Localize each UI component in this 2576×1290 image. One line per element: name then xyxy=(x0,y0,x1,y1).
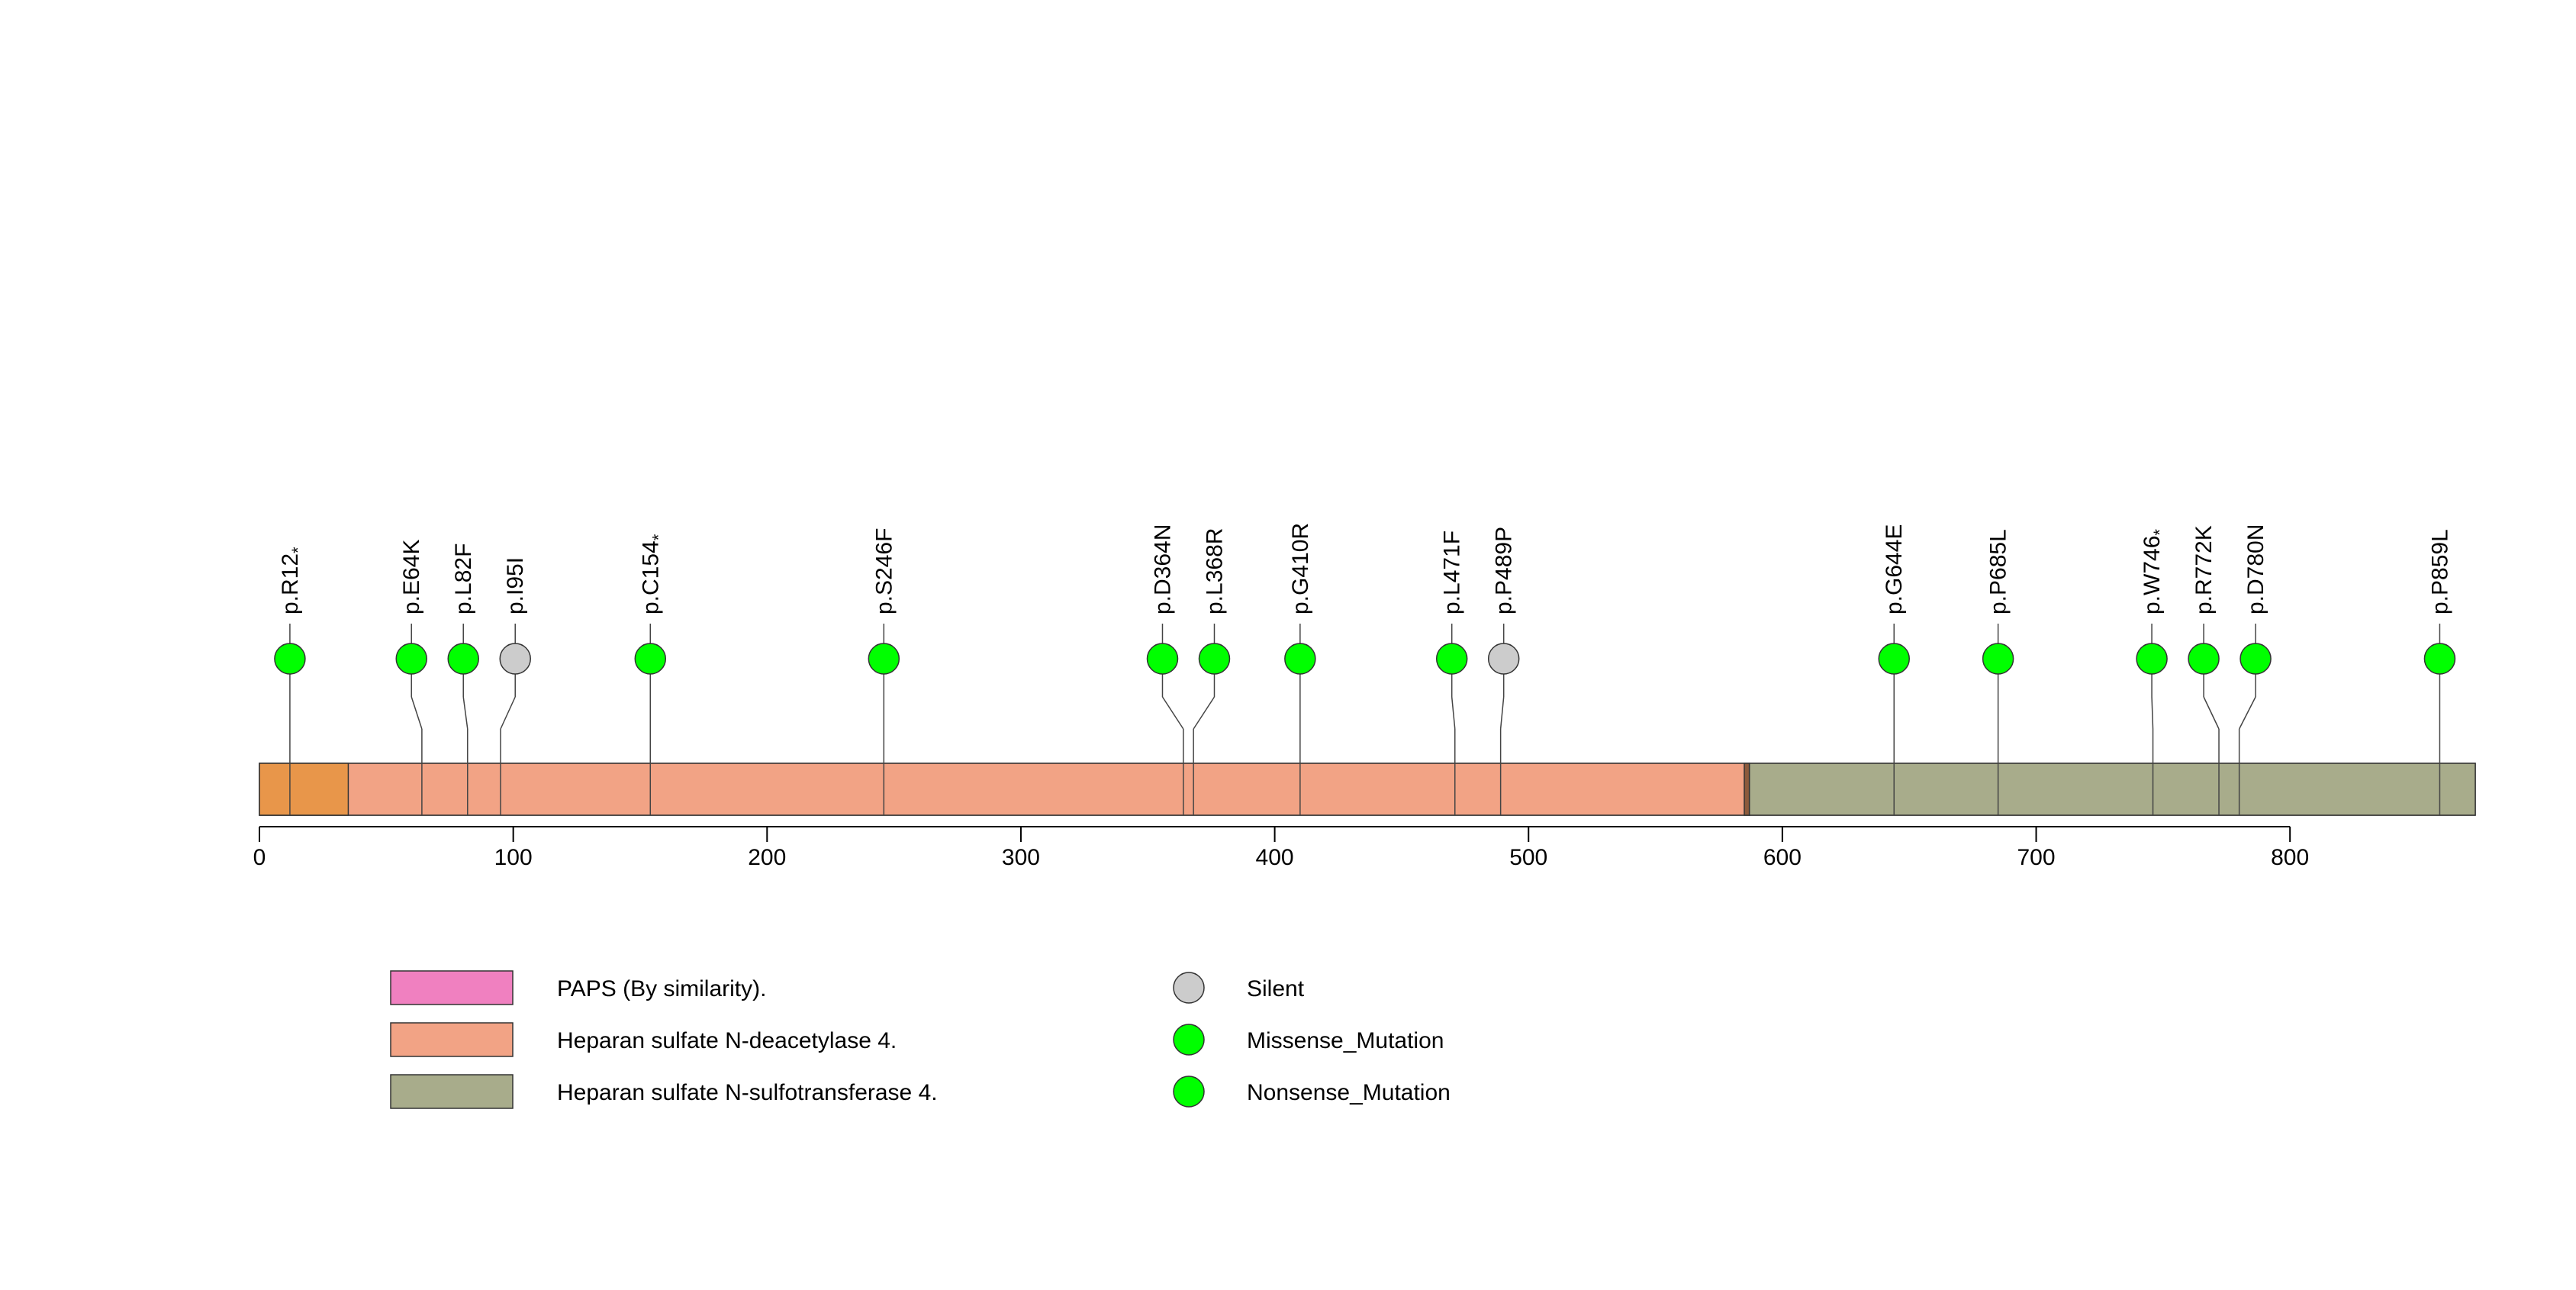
mutation-marker[interactable] xyxy=(274,643,306,675)
mutation-label: p.D364N xyxy=(1150,524,1175,614)
nonsense-star: * xyxy=(2150,529,2169,536)
x-tick-label: 100 xyxy=(494,845,533,870)
mutation-label: p.L471F xyxy=(1440,531,1465,614)
domain-1 xyxy=(1748,763,2476,816)
mutation-lollipops: p.R12* p.E64K p.L82F p.I95I p.C154* p.S246F p.… xyxy=(274,523,2456,815)
mutation-pr772k: p.R772K xyxy=(2188,525,2220,815)
mutation-pg644e: p.G644E xyxy=(1878,524,1910,815)
x-tick-label: 700 xyxy=(2017,845,2055,870)
region-paps-0 xyxy=(259,763,349,816)
mutation-marker[interactable] xyxy=(1487,643,1520,675)
legend-label-2: Heparan sulfate N-sulfotransferase 4. xyxy=(557,1080,938,1105)
mutation-marker[interactable] xyxy=(2136,643,2168,675)
legend-swatch-1 xyxy=(390,1022,514,1057)
region-paps-1 xyxy=(1744,763,1750,816)
mutation-pi95i: p.I95I xyxy=(499,557,531,815)
mutation-pl82f: p.L82F xyxy=(447,543,479,815)
mutation-marker[interactable] xyxy=(2240,643,2272,675)
legend-marker-silent xyxy=(1173,972,1205,1004)
mutation-marker[interactable] xyxy=(1146,643,1179,675)
x-tick-label: 800 xyxy=(2271,845,2309,870)
mutation-pd364n: p.D364N xyxy=(1146,524,1184,815)
lollipop-elbow xyxy=(1193,696,1216,730)
x-tick-label: 400 xyxy=(1256,845,1294,870)
mutation-label: p.I95I xyxy=(503,557,528,614)
legend-swatch-2 xyxy=(390,1074,514,1109)
mutation-marker[interactable] xyxy=(1284,643,1316,675)
mutation-label: p.E64K xyxy=(399,540,424,614)
mutation-pl471f: p.L471F xyxy=(1435,531,1468,815)
mutation-marker[interactable] xyxy=(447,643,479,675)
mutation-pw746: p.W746* xyxy=(2136,529,2169,815)
mutation-label: p.R772K xyxy=(2191,525,2217,614)
mutation-marker[interactable] xyxy=(1878,643,1910,675)
mutation-ps246f: p.S246F xyxy=(868,528,900,815)
lollipop-elbow xyxy=(462,696,469,730)
mutation-label: p.D780N xyxy=(2243,524,2268,614)
mutation-label: p.G644E xyxy=(1882,524,1907,614)
mutation-marker[interactable] xyxy=(1198,643,1231,675)
lollipop-elbow xyxy=(2238,696,2256,730)
mutation-label: p.C154* xyxy=(638,534,668,614)
mutation-pp489p: p.P489P xyxy=(1487,527,1520,815)
nonsense-star: * xyxy=(288,547,308,553)
legend-label-1: Heparan sulfate N-deacetylase 4. xyxy=(557,1028,897,1053)
mutation-label: p.P859L xyxy=(2427,529,2452,614)
legend-marker-nonsense_mutation xyxy=(1173,1076,1205,1108)
mutation-label: p.G410R xyxy=(1288,523,1313,614)
mutation-pp685l: p.P685L xyxy=(1982,529,2014,815)
lollipop-elbow xyxy=(1451,696,1456,730)
mutation-marker[interactable] xyxy=(2188,643,2220,675)
mutation-marker[interactable] xyxy=(868,643,900,675)
x-axis: 0 100 200 300 400 500 600 700 800 xyxy=(253,826,2309,870)
lollipop-elbow xyxy=(2151,696,2154,730)
x-tick-label: 200 xyxy=(748,845,786,870)
mutation-label: p.L82F xyxy=(451,543,476,614)
x-tick-label: 500 xyxy=(1509,845,1547,870)
mutation-pe64k: p.E64K xyxy=(395,540,427,815)
mutation-marker[interactable] xyxy=(1982,643,2014,675)
mutation-pr12: p.R12* xyxy=(274,547,308,815)
nonsense-star: * xyxy=(649,534,668,540)
mutation-label: p.S246F xyxy=(871,528,897,614)
protein-bar xyxy=(259,763,2476,816)
lollipop-elbow xyxy=(1499,696,1505,730)
mutation-marker[interactable] xyxy=(2423,643,2456,675)
lollipop-elbow xyxy=(1161,696,1184,730)
mutation-label: p.P489P xyxy=(1492,527,1517,614)
lollipop-elbow xyxy=(2203,696,2220,730)
legend-label-nonsense_mutation: Nonsense_Mutation xyxy=(1247,1080,1451,1105)
mutation-pd780n: p.D780N xyxy=(2238,524,2272,815)
legend: PAPS (By similarity). Heparan sulfate N-d… xyxy=(390,970,1451,1109)
legend-marker-missense_mutation xyxy=(1173,1024,1205,1056)
legend-label-silent: Silent xyxy=(1247,976,1305,1001)
legend-label-0: PAPS (By similarity). xyxy=(557,976,766,1001)
mutation-label: p.R12* xyxy=(278,547,308,614)
mutation-label: p.P685L xyxy=(1986,529,2011,614)
mutation-marker[interactable] xyxy=(634,643,667,675)
legend-label-missense_mutation: Missense_Mutation xyxy=(1247,1028,1444,1053)
lollipop-elbow xyxy=(411,696,423,730)
legend-swatch-0 xyxy=(390,970,514,1005)
domain-0 xyxy=(259,763,1750,816)
mutation-pl368r: p.L368R xyxy=(1193,528,1231,815)
mutation-pp859l: p.P859L xyxy=(2423,529,2456,815)
mutation-label: p.W746* xyxy=(2140,529,2169,614)
mutation-pc154: p.C154* xyxy=(634,534,668,815)
x-tick-label: 300 xyxy=(1002,845,1040,870)
mutation-label: p.L368R xyxy=(1202,528,1227,614)
mutation-marker[interactable] xyxy=(499,643,531,675)
mutation-marker[interactable] xyxy=(395,643,427,675)
lollipop-elbow xyxy=(500,696,516,730)
x-tick-label: 600 xyxy=(1763,845,1802,870)
mutation-marker[interactable] xyxy=(1435,643,1468,675)
mutation-pg410r: p.G410R xyxy=(1284,523,1316,815)
x-tick-label: 0 xyxy=(253,845,266,870)
